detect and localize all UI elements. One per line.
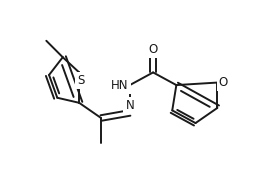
Text: S: S bbox=[77, 74, 84, 87]
Text: O: O bbox=[219, 76, 228, 89]
Text: HN: HN bbox=[111, 79, 128, 92]
Text: N: N bbox=[125, 99, 134, 112]
Text: O: O bbox=[149, 43, 158, 56]
